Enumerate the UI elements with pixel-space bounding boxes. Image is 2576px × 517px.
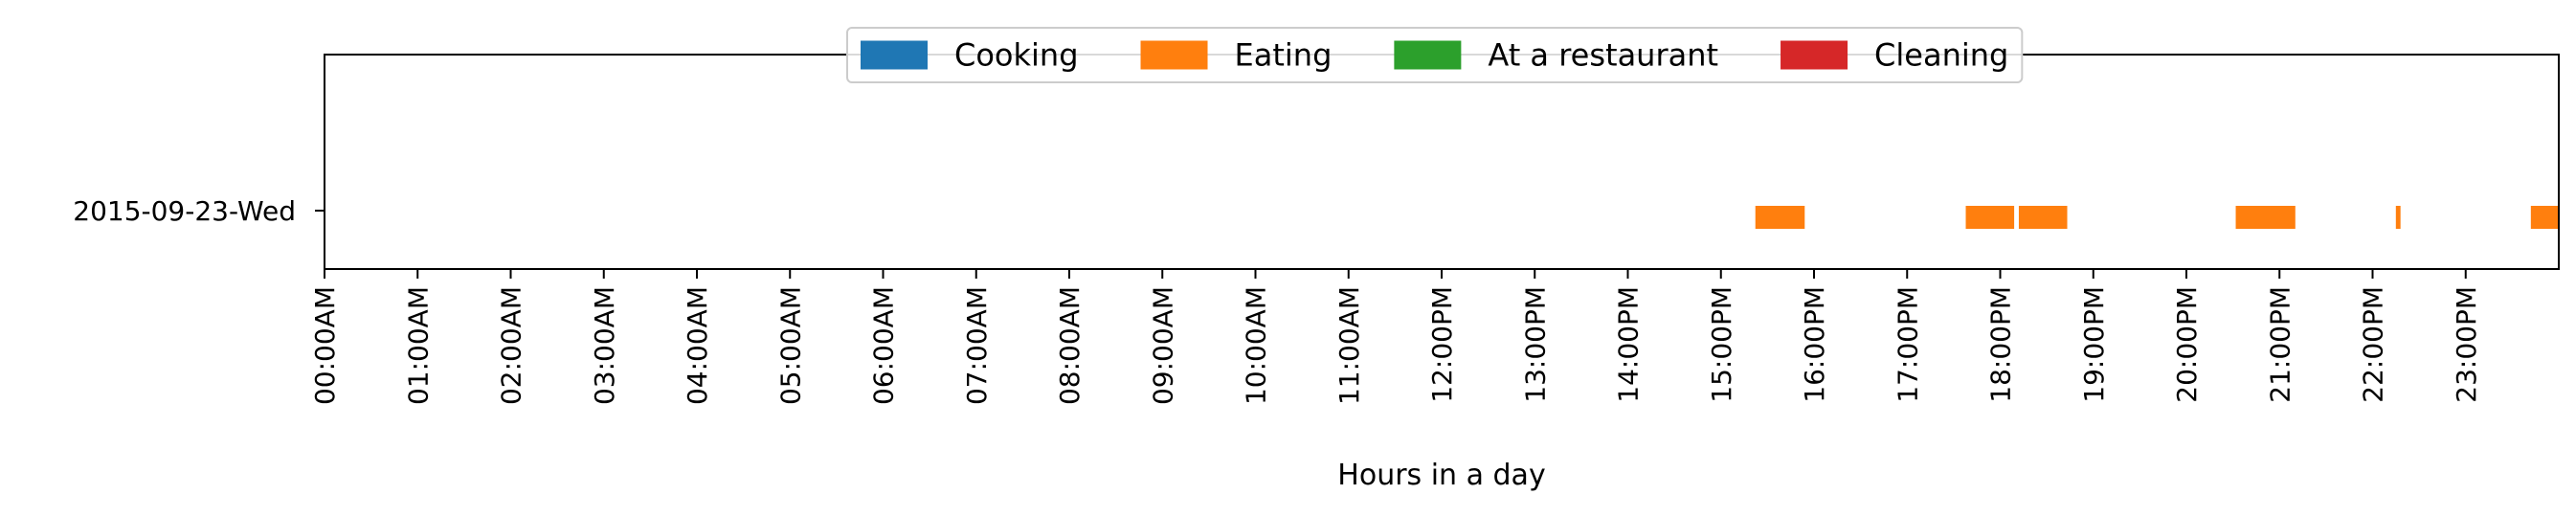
x-axis-label: Hours in a day (1337, 459, 1545, 492)
y-axis: 2015-09-23-Wed (73, 195, 325, 227)
x-tick-label: 10:00AM (1241, 286, 1272, 405)
legend-swatch (1140, 40, 1208, 70)
x-tick-label: 14:00PM (1613, 286, 1645, 403)
x-tick-label: 07:00AM (961, 286, 993, 405)
interval-bar (2018, 206, 2068, 229)
x-tick-label: 04:00AM (682, 286, 713, 405)
legend-entry: Cooking (954, 37, 1079, 74)
x-tick-label: 08:00AM (1054, 286, 1086, 405)
x-tick-label: 19:00PM (2078, 286, 2110, 403)
x-tick-label: 17:00PM (1892, 286, 1923, 403)
interval-bars (1755, 206, 2559, 229)
x-tick-label: 01:00AM (402, 286, 434, 405)
x-tick-label: 20:00PM (2171, 286, 2203, 403)
interval-bar (2530, 206, 2559, 229)
legend-entry: At a restaurant (1488, 37, 1718, 74)
y-tick-label: 2015-09-23-Wed (73, 195, 296, 227)
x-tick-label: 00:00AM (309, 286, 341, 405)
legend-swatch (861, 40, 928, 70)
x-tick-label: 03:00AM (589, 286, 620, 405)
interval-bar (1755, 206, 1805, 229)
x-tick-label: 21:00PM (2264, 286, 2296, 403)
legend-entry: Eating (1235, 37, 1333, 74)
x-tick-label: 02:00AM (496, 286, 527, 405)
x-tick-label: 18:00PM (1985, 286, 2017, 403)
x-tick-label: 06:00AM (868, 286, 900, 405)
interval-bar (2235, 206, 2296, 229)
legend-swatch (1394, 40, 1462, 70)
x-tick-label: 23:00PM (2451, 286, 2482, 403)
x-tick-label: 12:00PM (1426, 286, 1458, 403)
interval-bar (1965, 206, 2015, 229)
x-axis: 00:00AM 01:00AM 02:00AM 03:00AM 04:00AM 05:00… (309, 269, 2482, 405)
x-tick-label: 13:00PM (1519, 286, 1551, 403)
x-tick-label: 15:00PM (1706, 286, 1737, 403)
x-tick-label: 05:00AM (774, 286, 806, 405)
x-tick-label: 22:00PM (2358, 286, 2389, 403)
x-tick-label: 09:00AM (1147, 286, 1178, 405)
legend-entry: Cleaning (1874, 37, 2008, 74)
legend: Cooking Eating At a restaurant Cleaning (846, 27, 2024, 83)
x-tick-label: 11:00AM (1333, 286, 1365, 405)
interval-bar (2395, 206, 2401, 229)
x-tick-label: 16:00PM (1799, 286, 1830, 403)
legend-swatch (1781, 40, 1848, 70)
